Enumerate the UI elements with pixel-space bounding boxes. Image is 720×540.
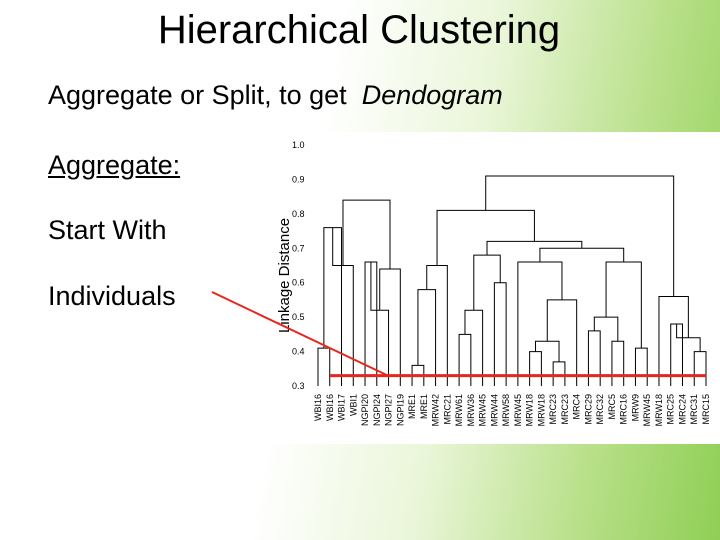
leaf-label: NGPI24	[372, 394, 382, 426]
dendrogram-link	[342, 199, 391, 269]
leaf-label: MRE1	[419, 394, 429, 419]
leaf-label: MRW42	[431, 394, 441, 426]
annotation-pointer-line	[211, 291, 389, 377]
leaf-label: MRC16	[619, 394, 629, 425]
leaf-label: MRC29	[583, 394, 593, 425]
subtitle: Aggregate or Split, to get Dendogram	[48, 80, 503, 111]
slide-title: Hierarchical Clustering	[157, 8, 561, 52]
leaf-label: MRC32	[595, 394, 605, 425]
bullet-individuals: Individuals	[48, 281, 176, 311]
leaf-label: WBI16	[313, 394, 323, 421]
leaf-label: MRE1	[407, 394, 417, 419]
leaf-label: WBI1	[348, 394, 358, 416]
dendrogram-link	[364, 261, 378, 386]
leaf-label: MRW18	[525, 394, 535, 426]
dendrogram-link	[535, 340, 560, 362]
leaf-label: MRC23	[548, 394, 558, 425]
leaf-label: MRC23	[560, 394, 570, 425]
leaf-label: MRW61	[454, 394, 464, 426]
dendrogram-link	[485, 175, 675, 297]
bullet-aggregate: Aggregate:	[48, 150, 181, 180]
leaf-label: WBI17	[337, 394, 347, 421]
y-axis-label: Linkage Distance	[276, 218, 293, 333]
leaf-label: NGPI19	[395, 394, 405, 426]
leaf-label: NGPI20	[360, 394, 370, 426]
y-tick-label: 0.7	[292, 243, 305, 253]
dendrogram-link	[593, 316, 619, 342]
leaf-label: MRW45	[642, 394, 652, 426]
dendrogram-link	[317, 347, 331, 386]
dendrogram-link	[634, 347, 648, 386]
bullet-start-with: Start With	[48, 215, 167, 245]
y-tick-label: 0.8	[292, 209, 305, 219]
y-tick-label: 0.3	[292, 381, 305, 391]
dendrogram-link	[658, 295, 689, 386]
leaf-label: MRC4	[572, 394, 582, 420]
leaf-label: NGPI27	[384, 394, 394, 426]
subtitle-lead: Aggregate or Split, to get	[48, 80, 347, 110]
leaf-label: MRW9	[630, 394, 640, 421]
leaf-label: MRW45	[478, 394, 488, 426]
leaf-label: MRC15	[701, 394, 711, 425]
leaf-label: MRW45	[513, 394, 523, 426]
leaf-label: MRW18	[536, 394, 546, 426]
leaf-label: MRW58	[501, 394, 511, 426]
leaf-label: MRC21	[442, 394, 452, 425]
dendrogram-link	[611, 340, 625, 386]
leaf-label: MRW36	[466, 394, 476, 426]
dendrogram-link	[539, 247, 625, 263]
leaf-label: MRC24	[677, 394, 687, 425]
y-tick-label: 0.5	[292, 312, 305, 322]
leaf-label: MRW18	[654, 394, 664, 426]
dendrogram-link	[379, 268, 401, 386]
leaf-label: MRW44	[489, 394, 499, 426]
y-tick-label: 0.4	[292, 347, 305, 357]
y-tick-label: 0.6	[292, 278, 305, 288]
dendrogram-link	[546, 299, 578, 386]
y-tick-label: 1.0	[292, 140, 305, 150]
leaf-label: MRC31	[689, 394, 699, 425]
leaf-label: MRC5	[607, 394, 617, 420]
leaf-label: MRC25	[666, 394, 676, 425]
y-tick-label: 0.9	[292, 174, 305, 184]
leaf-label: WBI16	[325, 394, 335, 421]
subtitle-emphasis: Dendogram	[361, 80, 503, 110]
